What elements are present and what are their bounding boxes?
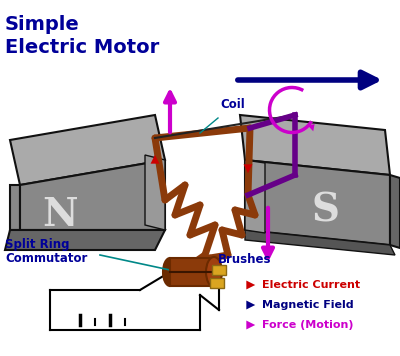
Polygon shape xyxy=(10,185,20,230)
Text: Brushes: Brushes xyxy=(218,253,272,266)
Text: Simple: Simple xyxy=(5,15,80,34)
Polygon shape xyxy=(145,155,165,230)
Polygon shape xyxy=(240,115,390,175)
Polygon shape xyxy=(245,160,390,245)
Polygon shape xyxy=(20,160,165,230)
Bar xyxy=(170,258,214,286)
Text: Split Ring: Split Ring xyxy=(5,238,70,251)
Text: Coil: Coil xyxy=(220,98,245,111)
Bar xyxy=(212,265,226,275)
Text: Magnetic Field: Magnetic Field xyxy=(262,300,354,310)
Text: N: N xyxy=(42,196,78,234)
Text: Commutator: Commutator xyxy=(5,252,87,265)
Bar xyxy=(210,278,224,288)
Text: S: S xyxy=(311,191,339,229)
Text: Electric Motor: Electric Motor xyxy=(5,38,159,57)
Ellipse shape xyxy=(206,257,222,287)
Ellipse shape xyxy=(163,258,177,286)
Polygon shape xyxy=(10,115,165,185)
Text: Force (Motion): Force (Motion) xyxy=(262,320,354,330)
Polygon shape xyxy=(245,230,395,255)
Polygon shape xyxy=(245,160,265,233)
Text: Electric Current: Electric Current xyxy=(262,280,360,290)
Polygon shape xyxy=(5,230,165,250)
Polygon shape xyxy=(390,175,400,248)
